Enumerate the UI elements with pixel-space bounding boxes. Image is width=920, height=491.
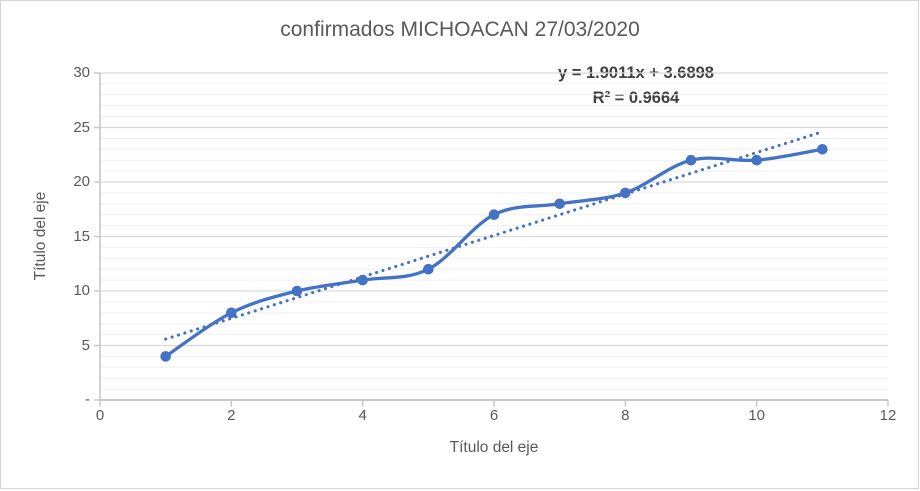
series-line: [164, 147, 824, 359]
series-marker: [554, 198, 565, 210]
series-marker: [488, 209, 500, 220]
x-tick-label: 6: [489, 407, 499, 424]
trendline-r-squared: R² = 0.9664: [592, 89, 680, 107]
x-tick-label: 2: [227, 407, 236, 424]
chart-title: confirmados MICHOACAN 27/03/2020: [280, 18, 640, 41]
trendline: [164, 130, 824, 341]
series-marker: [160, 351, 171, 362]
y-tick-label: 30: [73, 64, 90, 81]
x-axis-title: Título del eje: [449, 439, 539, 456]
series-marker: [751, 154, 762, 166]
y-tick-label: 20: [73, 173, 90, 190]
x-tick-label: 10: [748, 407, 765, 424]
series-marker: [817, 144, 828, 155]
y-tick-label: 10: [73, 282, 90, 299]
x-tick-label: 0: [95, 407, 105, 424]
series-marker: [685, 154, 697, 166]
series-marker: [620, 187, 631, 199]
series-marker: [357, 274, 368, 286]
y-tick-label: 15: [73, 227, 90, 245]
x-tick-label: 4: [358, 407, 367, 424]
x-tick-label: 8: [621, 407, 630, 424]
x-tick-label: 12: [879, 407, 897, 424]
series-marker: [423, 263, 434, 275]
y-tick-label: 25: [73, 118, 90, 136]
y-tick-label: -: [85, 391, 90, 408]
series-marker: [291, 285, 303, 297]
series-marker: [226, 307, 237, 319]
y-tick-label: 5: [81, 336, 90, 354]
